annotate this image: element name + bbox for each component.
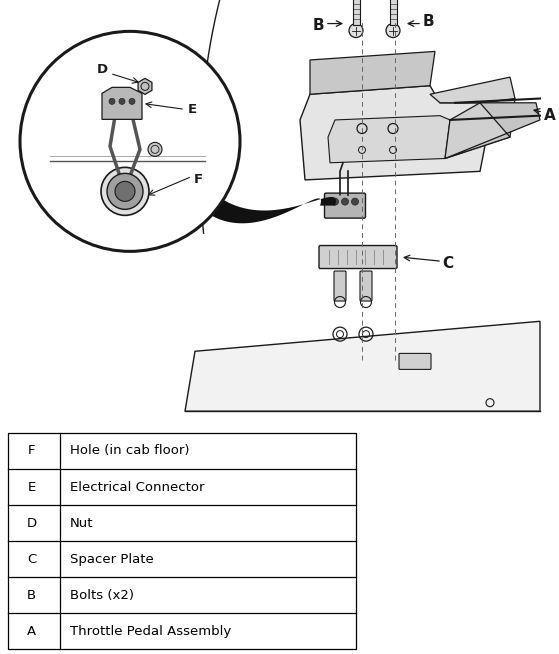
Circle shape [352,198,358,205]
Circle shape [331,198,339,205]
Text: Electrical Connector: Electrical Connector [70,481,205,494]
Text: F: F [27,445,35,457]
Text: Spacer Plate: Spacer Plate [70,553,154,566]
FancyBboxPatch shape [399,353,431,370]
FancyBboxPatch shape [325,193,366,218]
Circle shape [349,24,363,37]
Polygon shape [185,321,540,411]
Text: E: E [27,481,36,494]
Polygon shape [310,52,435,94]
Text: Throttle Pedal Assembly: Throttle Pedal Assembly [70,625,231,638]
Polygon shape [205,196,336,223]
Text: Hole (in cab floor): Hole (in cab floor) [70,445,190,457]
Text: A: A [544,108,556,123]
FancyBboxPatch shape [319,245,397,269]
Polygon shape [445,103,540,158]
Polygon shape [328,116,450,163]
Circle shape [129,98,135,105]
Polygon shape [390,0,396,25]
Circle shape [107,173,143,209]
Text: B: B [27,589,36,602]
Text: A: A [27,625,36,638]
Polygon shape [430,77,515,103]
Polygon shape [102,88,142,120]
Circle shape [115,181,135,201]
Circle shape [101,167,149,215]
Text: Nut: Nut [70,517,93,530]
Text: C: C [442,256,453,271]
Circle shape [20,31,240,251]
Polygon shape [300,86,490,180]
FancyBboxPatch shape [334,271,346,301]
Text: Bolts (x2): Bolts (x2) [70,589,134,602]
Text: E: E [187,103,197,116]
Text: F: F [193,173,202,186]
Circle shape [109,98,115,105]
Circle shape [386,24,400,37]
Circle shape [342,198,348,205]
Polygon shape [353,0,359,25]
Polygon shape [445,99,515,158]
Circle shape [148,143,162,156]
Polygon shape [138,78,152,94]
FancyBboxPatch shape [360,271,372,301]
Text: D: D [26,517,36,530]
Bar [8,433,356,649]
Circle shape [119,98,125,105]
Text: B: B [312,18,324,33]
Text: B: B [422,14,434,29]
Text: D: D [97,63,107,76]
Text: C: C [27,553,36,566]
